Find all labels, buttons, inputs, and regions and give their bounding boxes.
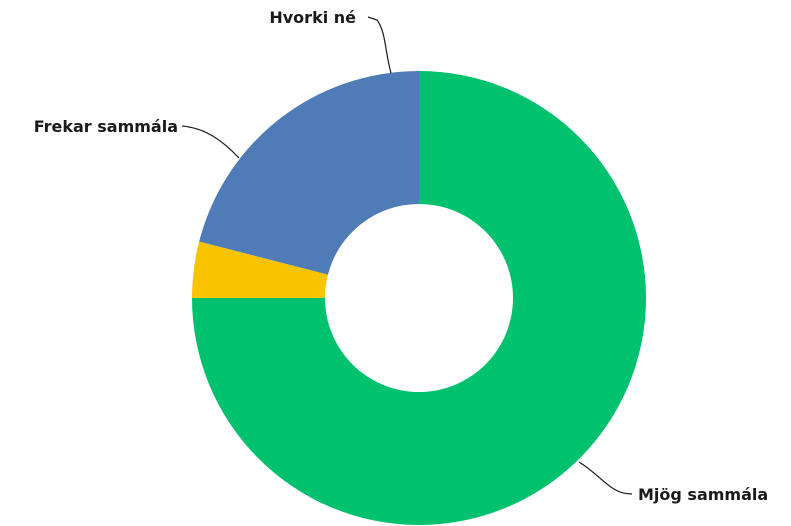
- slice-frekar-sammala: [199, 71, 419, 275]
- leader-line-hvorki-ne: [367, 16, 392, 74]
- slice-label-frekar-sammala: Frekar sammála: [34, 117, 178, 136]
- slice-label-hvorki-ne: Hvorki né: [269, 8, 356, 27]
- leader-line-frekar-sammala: [181, 125, 240, 159]
- leader-line-mjog-sammala: [578, 461, 633, 495]
- slice-mjog-sammala: [192, 71, 646, 525]
- slice-label-mjog-sammala: Mjög sammála: [638, 485, 768, 504]
- slice-hvorki-ne: [192, 241, 328, 298]
